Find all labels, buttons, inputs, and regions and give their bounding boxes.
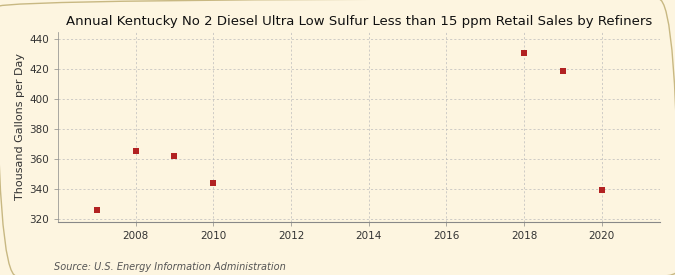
Text: Source: U.S. Energy Information Administration: Source: U.S. Energy Information Administ… <box>54 262 286 271</box>
Title: Annual Kentucky No 2 Diesel Ultra Low Sulfur Less than 15 ppm Retail Sales by Re: Annual Kentucky No 2 Diesel Ultra Low Su… <box>66 15 652 28</box>
Y-axis label: Thousand Gallons per Day: Thousand Gallons per Day <box>15 53 25 200</box>
Point <box>169 154 180 158</box>
Point <box>518 51 529 55</box>
Point <box>208 181 219 185</box>
Point <box>91 208 102 212</box>
Point <box>558 68 568 73</box>
Point <box>130 149 141 154</box>
Point <box>596 188 607 192</box>
